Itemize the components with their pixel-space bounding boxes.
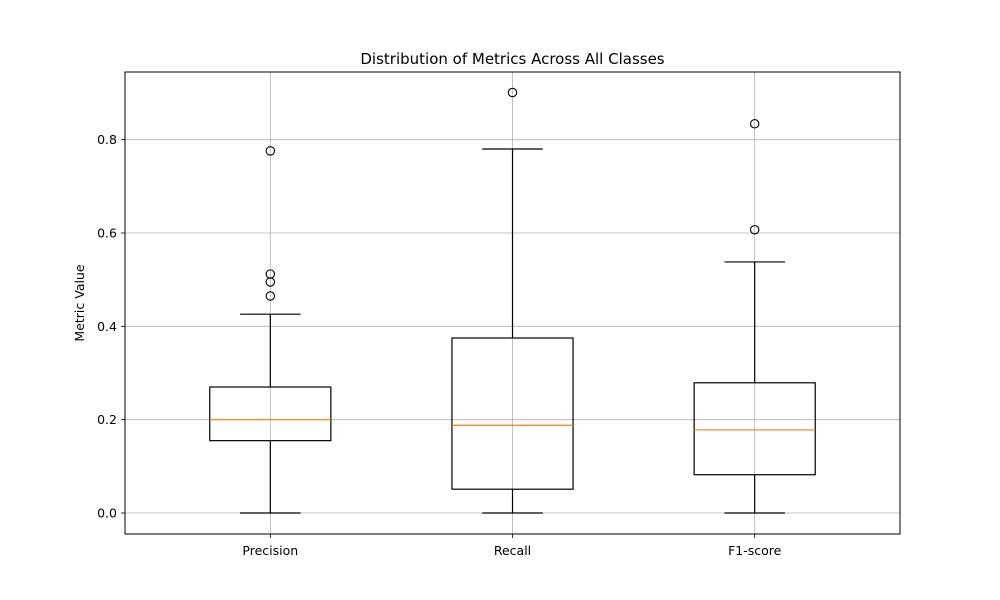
outlier-point [507, 87, 518, 98]
outlier-point [749, 224, 760, 235]
iqr-box [693, 382, 816, 476]
box-precision [209, 146, 332, 514]
x-tick-label: Precision [242, 543, 298, 558]
chart-title: Distribution of Metrics Across All Class… [360, 50, 664, 68]
y-tick-label: 0.6 [97, 226, 117, 241]
outlier-point [265, 291, 276, 301]
outlier-point [265, 269, 276, 279]
box-recall [451, 87, 574, 514]
tick-layer: 0.0 0.2 0.4 0.6 0.8 Precision Recall F1-score [97, 132, 782, 558]
y-tick-label: 0.8 [97, 132, 117, 147]
y-axis-label: Metric Value [72, 264, 87, 341]
x-tick-label: Recall [494, 543, 531, 558]
x-tick-label: F1-score [728, 543, 782, 558]
outlier-point [265, 146, 276, 156]
iqr-box [209, 386, 332, 442]
outlier-point [749, 119, 760, 129]
box-layer [209, 87, 816, 514]
box-f1-score [693, 119, 816, 514]
y-tick-label: 0.2 [97, 412, 117, 427]
y-tick-label: 0.4 [97, 319, 117, 334]
y-tick-label: 0.0 [97, 506, 117, 521]
iqr-box [451, 337, 574, 490]
